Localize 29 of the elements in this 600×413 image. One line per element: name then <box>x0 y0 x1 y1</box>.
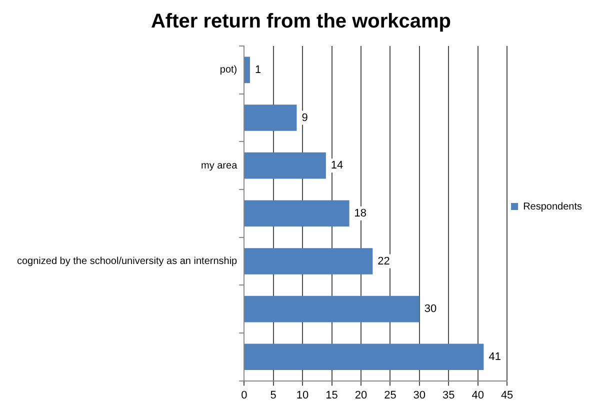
data-label: 22 <box>378 255 390 268</box>
bar <box>244 200 350 227</box>
data-label: 30 <box>424 303 437 316</box>
y-tick-label: my area <box>201 160 238 172</box>
bar <box>244 152 326 179</box>
bar <box>244 104 297 131</box>
bar <box>244 344 484 370</box>
x-tick-label: 10 <box>296 389 309 402</box>
chart-title: After return from the workcamp <box>150 10 452 33</box>
legend-label: Respondents <box>523 201 582 212</box>
x-tick-label: 0 <box>241 389 248 402</box>
y-tick-label: pot) <box>220 64 238 76</box>
x-tick-label: 45 <box>500 389 514 402</box>
data-label: 41 <box>488 350 501 363</box>
x-tick-label: 35 <box>442 389 455 402</box>
bar <box>244 248 373 274</box>
x-tick-label: 20 <box>354 389 368 402</box>
y-tick-label: cognized by the school/university as an internship <box>16 256 238 267</box>
x-tick-label: 40 <box>472 389 484 402</box>
x-tick-label: 30 <box>413 389 426 402</box>
data-label: 18 <box>354 207 367 220</box>
data-label: 1 <box>254 64 262 76</box>
bar <box>244 296 420 322</box>
bar <box>244 56 250 84</box>
x-tick-label: 15 <box>326 389 338 402</box>
data-label: 9 <box>302 112 308 124</box>
data-label: 14 <box>330 160 344 172</box>
x-tick-label: 5 <box>270 389 276 402</box>
x-tick-label: 25 <box>384 389 396 402</box>
